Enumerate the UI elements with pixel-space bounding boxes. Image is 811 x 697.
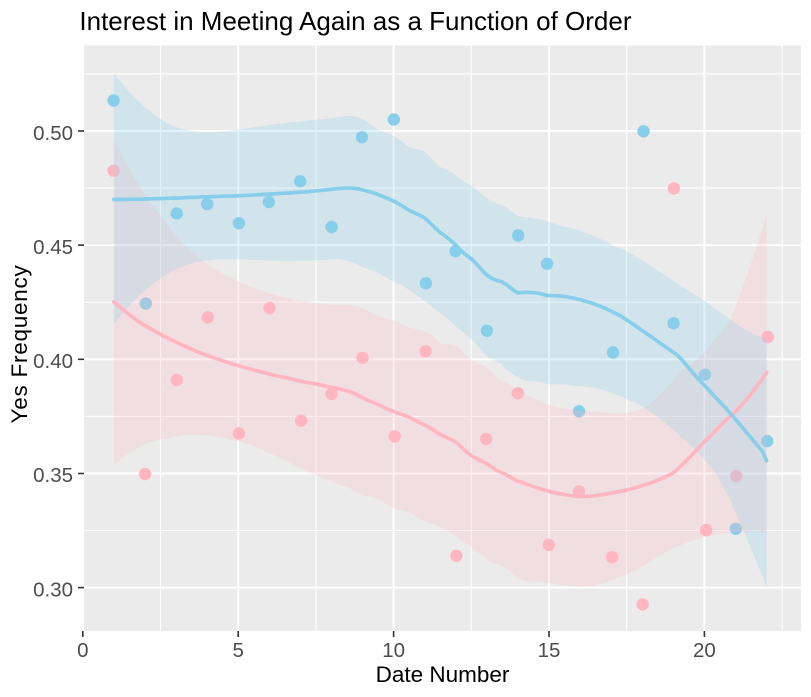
svg-text:0.45: 0.45 [33, 236, 73, 259]
svg-text:5: 5 [232, 639, 243, 662]
svg-text:Date Number: Date Number [376, 662, 510, 687]
svg-text:0.30: 0.30 [33, 578, 73, 601]
svg-text:Interest in Meeting Again as a: Interest in Meeting Again as a Function … [79, 6, 631, 36]
svg-text:20: 20 [693, 639, 716, 662]
svg-text:Yes Frequency: Yes Frequency [7, 264, 32, 423]
svg-text:0.40: 0.40 [33, 350, 73, 373]
svg-text:0.35: 0.35 [33, 464, 73, 487]
svg-text:0.50: 0.50 [33, 122, 73, 145]
svg-text:0: 0 [77, 639, 88, 662]
svg-text:15: 15 [538, 639, 561, 662]
svg-text:10: 10 [382, 639, 405, 662]
